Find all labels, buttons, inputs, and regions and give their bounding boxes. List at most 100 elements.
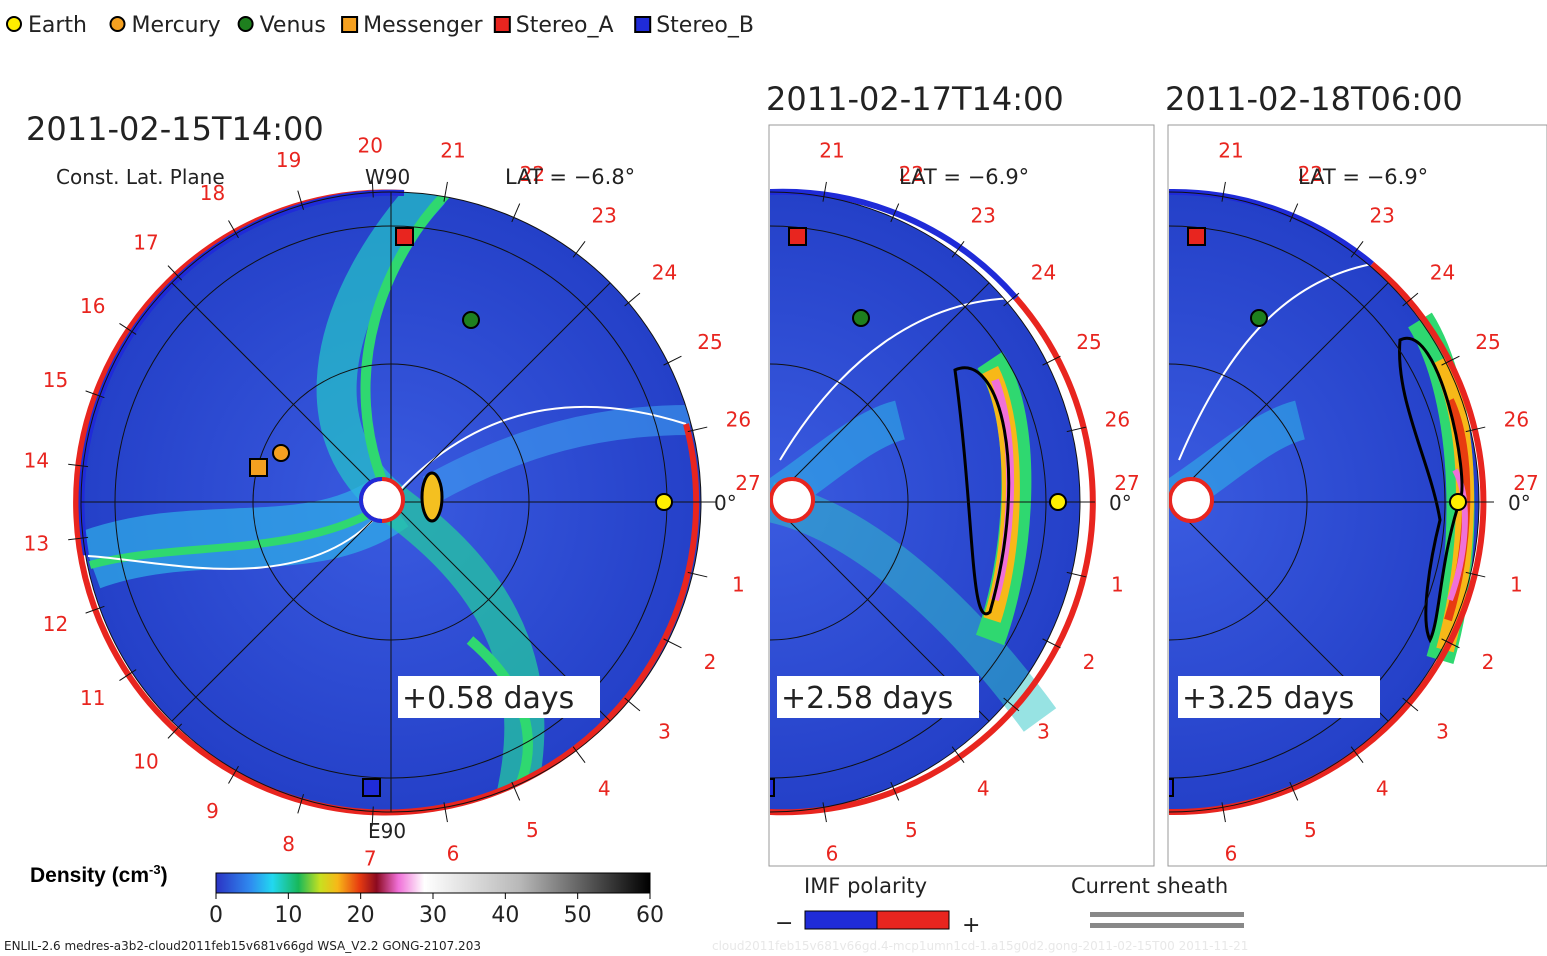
hour-label: 24 [652, 261, 677, 285]
hour-label: 17 [133, 230, 158, 254]
colorbar-tick: 10 [274, 903, 302, 928]
colorbar-title-exp: -3 [149, 862, 161, 877]
hour-label: 7 [364, 846, 377, 870]
hour-label: 23 [591, 204, 616, 228]
hour-label: 13 [24, 531, 49, 555]
legend-marker-icon [341, 16, 359, 33]
hour-label: 12 [43, 612, 68, 636]
panel-2-timestamp: 2011-02-17T14:00 [766, 80, 1064, 118]
hour-label: 1 [1111, 572, 1124, 596]
imf-title: IMF polarity [804, 874, 927, 898]
colorbar-title-end: ) [161, 864, 168, 887]
panel-1-timestamp: 2011-02-15T14:00 [26, 110, 324, 148]
legend-item-earth: Earth [6, 13, 87, 38]
hour-label: 21 [819, 138, 844, 162]
legend-marker-icon [109, 16, 126, 32]
panel-2-offset: +2.58 days [781, 681, 953, 716]
e90-label: E90 [368, 819, 406, 843]
sheath-line-1 [1090, 912, 1244, 917]
hour-label: 25 [1076, 330, 1101, 354]
hour-label: 27 [1114, 471, 1139, 495]
hour-label: 5 [905, 818, 918, 842]
hour-label: 14 [24, 449, 49, 473]
imf-plus: + [962, 913, 980, 938]
legend-label: Earth [28, 13, 87, 38]
hour-label: 8 [282, 832, 295, 856]
panel-2-zero: 0° [1109, 491, 1132, 515]
hour-label: 1 [1510, 572, 1523, 596]
hour-label: 16 [80, 294, 105, 318]
hour-label: 26 [1504, 408, 1529, 432]
legend-item-stereo_a: Stereo_A [493, 13, 614, 38]
hour-label: 2 [1482, 650, 1495, 674]
legend-marker-icon [6, 16, 22, 32]
legend-item-stereo_b: Stereo_B [634, 13, 754, 38]
hour-label: 3 [658, 719, 671, 743]
hour-label: 1 [732, 572, 745, 596]
hour-label: 4 [1376, 776, 1389, 800]
colorbar-title: Density (cm [30, 864, 149, 887]
sheath-title: Current sheath [1071, 874, 1228, 898]
legend: Earth Mercury Venus Messenger Stereo_A Stereo… [6, 13, 754, 38]
hour-label: 11 [80, 686, 105, 710]
hour-label: 20 [358, 134, 383, 158]
messenger-marker [249, 458, 268, 477]
footer-label: ENLIL-2.6 medres-a3b2-cloud2011feb15v681… [4, 939, 481, 953]
legend-label: Stereo_A [516, 13, 614, 38]
hour-label: 26 [726, 408, 751, 432]
legend-marker-icon [493, 16, 511, 33]
hour-label: 6 [1225, 842, 1238, 866]
svg-text:Density (cm-3): Density (cm-3) [30, 862, 168, 887]
panel-1-offset: +0.58 days [402, 681, 574, 716]
imf-positive-swatch [876, 910, 950, 930]
legend-label: Mercury [132, 13, 221, 38]
legend-label: Stereo_B [656, 13, 754, 38]
hour-label: 2 [1083, 650, 1096, 674]
colorbar-tick: 0 [209, 903, 223, 928]
hour-label: 6 [447, 842, 460, 866]
legend-item-mercury: Mercury [109, 13, 221, 38]
hour-label: 9 [206, 799, 219, 823]
hour-label: 3 [1037, 719, 1050, 743]
colorbar-tick: 40 [491, 903, 519, 928]
hour-label: 24 [1031, 261, 1056, 285]
panel-2-lat: LAT = −6.9° [899, 165, 1029, 189]
hour-label: 25 [1475, 330, 1500, 354]
hour-label: 3 [1436, 719, 1449, 743]
hour-label: 22 [1298, 162, 1323, 186]
mercury-marker [272, 444, 290, 462]
colorbar-tick: 60 [636, 903, 664, 928]
colorbar-tick: 20 [347, 903, 375, 928]
hour-label: 27 [735, 471, 760, 495]
legend-item-venus: Venus [237, 13, 326, 38]
hour-label: 5 [1304, 818, 1317, 842]
hour-label: 5 [526, 818, 539, 842]
venus-marker [462, 311, 480, 329]
hour-label: 4 [598, 776, 611, 800]
hour-label: 2 [704, 650, 717, 674]
imf-minus: − [775, 911, 793, 936]
panel-3-timestamp: 2011-02-18T06:00 [1165, 80, 1463, 118]
imf-negative-swatch [804, 910, 878, 930]
hour-label: 27 [1513, 471, 1538, 495]
hour-label: 26 [1105, 408, 1130, 432]
stereo-a-marker [395, 227, 414, 246]
legend-label: Messenger [363, 13, 483, 38]
hour-label: 23 [1369, 204, 1394, 228]
colorbar-tick: 50 [564, 903, 592, 928]
colorbar-tick: 30 [419, 903, 447, 928]
hour-label: 10 [133, 750, 158, 774]
hour-label: 21 [1218, 138, 1243, 162]
hour-label: 22 [899, 162, 924, 186]
panel-3-lat: LAT = −6.9° [1298, 165, 1428, 189]
hour-label: 18 [200, 181, 225, 205]
footer-faint-label: cloud2011feb15v681v66gd.4-mcp1umn1cd-1.a… [712, 939, 1248, 953]
hour-label: 24 [1430, 261, 1455, 285]
colorbar: Density (cm-3) 0 10 20 30 40 50 60 [30, 862, 664, 928]
sheath-line-2 [1090, 923, 1244, 928]
density-features [81, 192, 691, 812]
panel-1-zero: 0° [714, 491, 737, 515]
